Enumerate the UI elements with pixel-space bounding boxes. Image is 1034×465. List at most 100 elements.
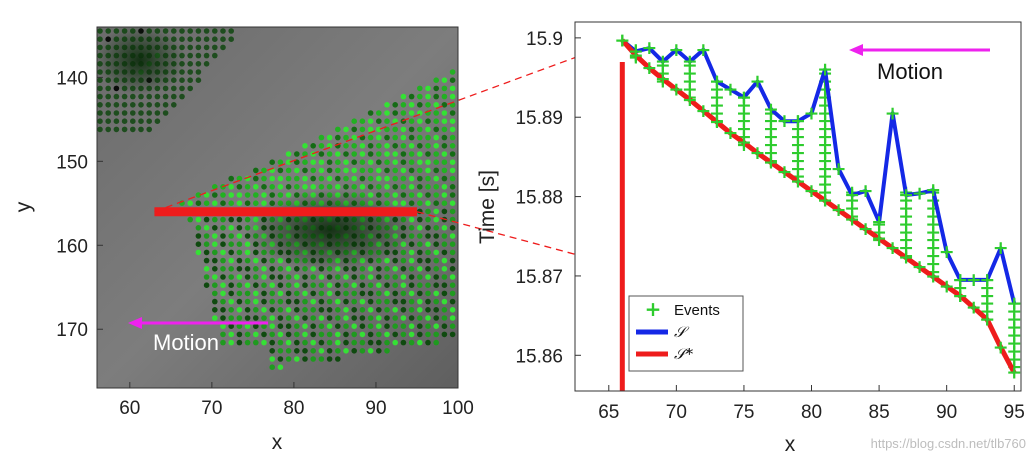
event-dot (449, 233, 456, 239)
surface-s-event-marker: + (736, 86, 752, 108)
event-dot (449, 93, 456, 100)
event-dot (408, 307, 415, 313)
event-dot (203, 274, 210, 280)
event-dot (261, 175, 267, 182)
surface-s-event-marker: + (966, 269, 982, 291)
event-marker: + (790, 118, 806, 140)
event-dot (441, 134, 448, 141)
event-dot (203, 36, 210, 42)
event-dot (97, 102, 103, 108)
event-dot (285, 274, 292, 280)
event-dot (384, 134, 390, 141)
event-dot (367, 118, 374, 124)
event-dot (417, 167, 423, 174)
event-dot (351, 175, 358, 182)
event-dot (236, 249, 243, 256)
event-dot (441, 225, 448, 231)
event-dot (97, 85, 103, 92)
event-dot (236, 175, 243, 182)
surface-s-event-marker: + (831, 158, 847, 180)
event-marker: + (817, 166, 833, 188)
event-dot (384, 126, 390, 133)
event-dot (392, 184, 399, 190)
event-dot (310, 290, 317, 297)
event-dot (195, 233, 202, 239)
event-dot (121, 118, 128, 124)
event-dot (449, 315, 456, 321)
event-marker: + (817, 158, 833, 180)
event-marker: + (763, 118, 779, 140)
event-dot (384, 102, 390, 108)
event-dot (285, 348, 292, 354)
event-dot (392, 192, 399, 198)
event-dot (269, 307, 276, 313)
event-dot (351, 339, 358, 346)
event-dot (212, 184, 218, 190)
event-dot (261, 167, 267, 174)
event-dot (417, 200, 423, 206)
event-dot (326, 167, 333, 174)
event-dot (212, 192, 218, 198)
event-dot (433, 184, 440, 190)
event-dot (220, 315, 226, 321)
event-dot (113, 102, 120, 108)
event-dot (367, 126, 374, 133)
event-dot (433, 290, 440, 297)
event-dot (285, 323, 292, 330)
event-dot (253, 323, 259, 330)
event-dot (171, 93, 177, 100)
event-dot (392, 339, 399, 346)
event-dot (408, 159, 415, 165)
event-dot (294, 339, 300, 346)
event-dot (376, 266, 382, 272)
surface-s-star-event-marker: + (898, 247, 914, 269)
event-dot (335, 290, 341, 297)
event-dot (376, 282, 382, 289)
event-dot (236, 282, 243, 289)
event-dot (171, 28, 177, 34)
event-dot (261, 315, 267, 321)
event-dot (335, 323, 341, 330)
surface-s-star-event-marks: ++++++++++++++++++++++++++++++ (614, 29, 1022, 383)
surface-s-star-event-marker: + (885, 237, 901, 259)
event-dot (417, 274, 423, 280)
event-marker: + (1006, 317, 1022, 339)
event-dot (335, 151, 341, 157)
event-dot (302, 339, 308, 346)
surface-s-event-marker: + (749, 71, 765, 93)
event-dot (351, 290, 358, 297)
event-dot (195, 44, 202, 51)
event-dot (392, 143, 399, 149)
right-x-tick-label: 85 (869, 402, 890, 423)
event-dot (302, 331, 308, 338)
event-dot (212, 52, 218, 59)
event-dot (244, 249, 251, 256)
event-dot (179, 36, 185, 42)
event-dot (351, 184, 358, 190)
right-x-ticks: 65 70 75 80 85 90 95 (598, 385, 1025, 423)
event-dot (179, 77, 185, 83)
event-dot (425, 282, 431, 289)
event-dot (417, 241, 423, 247)
event-dot (433, 282, 440, 289)
event-dot (367, 184, 374, 190)
event-dot (441, 266, 448, 272)
event-dot (228, 36, 234, 42)
event-dot (302, 143, 308, 149)
event-dot (154, 93, 161, 100)
surface-s-event-marker: + (695, 39, 711, 61)
event-dot (343, 184, 349, 190)
event-dot (302, 184, 308, 190)
event-dot (433, 274, 440, 280)
event-dot (203, 249, 210, 256)
event-dot (417, 225, 423, 231)
event-dot (277, 167, 284, 174)
event-dot (302, 167, 308, 174)
event-dot (392, 102, 399, 108)
event-dot (310, 331, 317, 338)
event-dot (146, 126, 152, 133)
surface-s-star-event-marker: + (804, 180, 820, 202)
event-dot (359, 315, 366, 321)
event-dot (318, 331, 325, 338)
event-dot (302, 159, 308, 165)
